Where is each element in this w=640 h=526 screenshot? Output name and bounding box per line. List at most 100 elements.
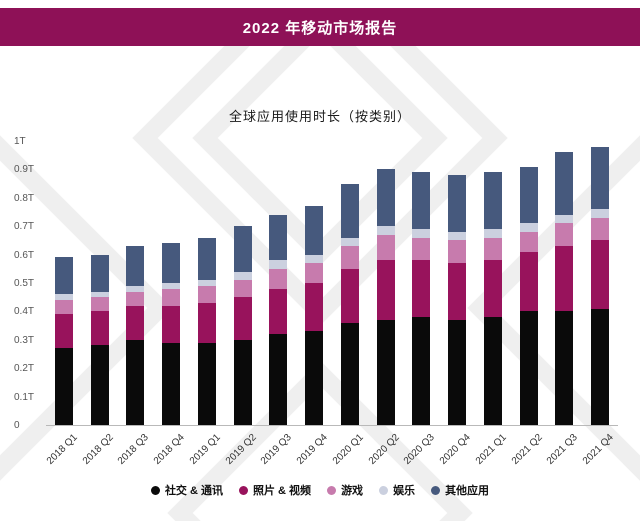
legend-label: 其他应用 xyxy=(445,485,490,497)
x-tick-label: 2019 Q3 xyxy=(259,432,295,467)
bar-2019-q4 xyxy=(305,206,324,425)
bar-segment xyxy=(519,311,538,425)
bar-segment xyxy=(233,226,252,272)
bar-2020-q2 xyxy=(376,169,395,425)
bar-segment xyxy=(340,268,359,323)
bar-segment xyxy=(448,263,467,320)
y-tick-label: 0.6T xyxy=(14,249,35,261)
bar-2020-q4 xyxy=(448,175,467,425)
bar-2020-q3 xyxy=(412,172,431,425)
bar-2018-q3 xyxy=(126,246,145,425)
bar-segment xyxy=(483,260,502,318)
bar-segment xyxy=(305,331,324,425)
plot-wrap: 0 0.1T 0.2T 0.3T 0.4T 0.5T 0.6T 0.7T 0.8T 0.9T 1T … xyxy=(0,136,640,478)
bar-segment xyxy=(126,305,145,340)
legend-label: 照片 & 视频 xyxy=(253,485,312,497)
bar-segment xyxy=(483,317,502,425)
bar-segment xyxy=(483,229,502,238)
x-tick-label: 2020 Q1 xyxy=(330,432,366,467)
bar-segment xyxy=(591,217,610,241)
legend-color-dot xyxy=(379,485,389,495)
bar-segment xyxy=(269,214,288,261)
bar-segment xyxy=(555,246,574,312)
legend-item: 社交 & 通讯 xyxy=(150,482,223,498)
bar-segment xyxy=(197,302,216,343)
bar-segment xyxy=(90,345,109,425)
bar-segment xyxy=(305,206,324,255)
bar-segment xyxy=(197,285,216,303)
bar-segment xyxy=(376,226,395,235)
bar-segment xyxy=(162,288,181,306)
bar-2021-q4 xyxy=(591,146,610,425)
y-tick-label: 0.4T xyxy=(14,306,35,318)
bar-segment xyxy=(555,152,574,215)
legend-item: 照片 & 视频 xyxy=(239,482,311,498)
y-tick-label: 1T xyxy=(14,136,26,147)
bar-segment xyxy=(376,234,395,261)
bar-segment xyxy=(376,319,395,425)
plot-area xyxy=(46,141,618,426)
bar-segment xyxy=(412,237,431,261)
bar-segment xyxy=(448,231,467,241)
bar-segment xyxy=(412,317,431,425)
bar-segment xyxy=(591,240,610,309)
legend-color-dot xyxy=(239,485,248,495)
x-tick-label: 2021 Q2 xyxy=(509,432,545,467)
bar-2021-q2 xyxy=(519,166,538,425)
bar-segment xyxy=(54,348,73,425)
y-tick-label: 0.8T xyxy=(14,192,35,204)
bar-segment xyxy=(412,229,431,238)
bar-segment xyxy=(519,223,538,232)
bar-segment xyxy=(483,237,502,261)
bar-segment xyxy=(448,319,467,425)
legend-color-dot xyxy=(327,485,337,495)
bar-segment xyxy=(483,172,502,230)
bar-segment xyxy=(412,260,431,318)
bar-segment xyxy=(555,311,574,425)
x-tick-label: 2018 Q1 xyxy=(44,432,80,467)
legend-item: 游戏 xyxy=(327,482,363,498)
bar-2018-q1 xyxy=(54,257,73,425)
bar-segment xyxy=(340,183,359,238)
legend-item: 其他应用 xyxy=(431,482,489,498)
bar-segment xyxy=(269,288,288,335)
bar-2021-q3 xyxy=(555,152,574,425)
bar-segment xyxy=(54,314,73,349)
report-title: 2022 年移动市场报告 xyxy=(242,19,398,37)
bar-segment xyxy=(54,300,73,315)
bar-segment xyxy=(555,223,574,247)
bar-segment xyxy=(591,146,610,210)
bar-segment xyxy=(340,322,359,425)
bar-segment xyxy=(197,237,216,281)
x-tick-label: 2019 Q1 xyxy=(187,432,223,467)
x-tick-label: 2021 Q4 xyxy=(580,432,616,467)
bar-segment xyxy=(591,308,610,425)
bar-segment xyxy=(519,231,538,252)
bar-segment xyxy=(54,257,73,295)
y-tick-label: 0 xyxy=(14,420,20,431)
bar-segment xyxy=(233,339,252,425)
bar-segment xyxy=(376,169,395,227)
bar-segment xyxy=(269,334,288,425)
bar-segment xyxy=(448,175,467,232)
bar-segment xyxy=(162,305,181,343)
legend-item: 娱乐 xyxy=(379,482,415,498)
bar-segment xyxy=(233,271,252,281)
bar-segment xyxy=(162,243,181,284)
bar-segment xyxy=(448,240,467,264)
bar-segment xyxy=(233,280,252,298)
y-tick-label: 0.2T xyxy=(14,363,35,375)
y-tick-label: 0.1T xyxy=(14,391,35,403)
bar-segment xyxy=(340,246,359,269)
legend-label: 娱乐 xyxy=(393,485,416,497)
x-tick-label: 2020 Q2 xyxy=(366,432,402,467)
bar-segment xyxy=(90,254,109,292)
legend: 社交 & 通讯 照片 & 视频 游戏 娱乐 其他应用 xyxy=(0,482,640,498)
bar-2021-q1 xyxy=(483,172,502,425)
bar-segment xyxy=(555,214,574,224)
bar-segment xyxy=(126,291,145,306)
bar-segment xyxy=(90,311,109,346)
bar-segment xyxy=(305,254,324,264)
bar-2019-q3 xyxy=(269,214,288,425)
legend-label: 游戏 xyxy=(341,485,364,497)
